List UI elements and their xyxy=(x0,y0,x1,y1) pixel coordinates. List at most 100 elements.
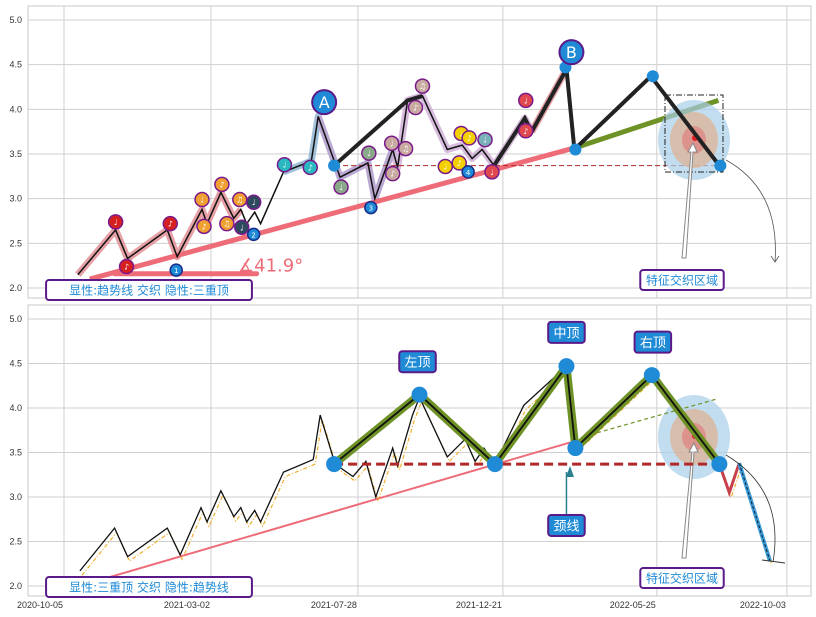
big-swing xyxy=(332,93,424,168)
y-tick-label: 3.0 xyxy=(9,492,22,502)
pattern-dot xyxy=(567,440,584,457)
zone-label: 特征交织区域 xyxy=(646,571,718,586)
pattern-label: 左顶 xyxy=(405,356,431,371)
note-marker-glyph: ♩ xyxy=(459,129,463,138)
parallel-line xyxy=(590,398,717,436)
zone-label-box xyxy=(639,567,725,589)
pattern-label-box xyxy=(633,330,673,354)
note-marker-glyph: ♩ xyxy=(240,223,244,232)
note-marker xyxy=(364,200,378,215)
x-tick-label: 2020-10-05 xyxy=(17,600,63,610)
note-marker xyxy=(484,164,500,180)
note-marker-glyph: ♫ xyxy=(402,145,409,154)
zone-label: 特征交织区域 xyxy=(646,273,718,288)
pattern-dot xyxy=(486,456,503,473)
breakdown-zigzag xyxy=(717,462,741,498)
note-marker-glyph: ♪ xyxy=(457,159,462,168)
pattern-label-box xyxy=(547,320,586,344)
note-marker xyxy=(414,78,431,94)
projection-dashed xyxy=(738,463,771,562)
note-marker xyxy=(451,155,467,171)
note-marker-glyph: ♩ xyxy=(390,139,394,148)
zone-arrow xyxy=(681,441,699,559)
x-tick-label: 2022-05-25 xyxy=(610,600,656,610)
note-marker xyxy=(246,227,261,242)
legend-box: 显性:三重顶 交织 隐性:趋势线 xyxy=(69,580,229,595)
zone-box xyxy=(664,94,724,173)
note-marker xyxy=(233,219,250,236)
point-label-B: B xyxy=(566,43,577,62)
note-marker xyxy=(407,99,424,116)
note-marker xyxy=(245,194,262,210)
note-marker-glyph: 4 xyxy=(466,169,471,177)
point-label-circle xyxy=(311,89,338,116)
note-marker-glyph: 1 xyxy=(174,267,178,275)
note-marker xyxy=(276,156,293,173)
bottom-panel: 5.0 4.5 4.0 3.5 3.0 2.5 2.0 2020-10-05 2021-03-0… xyxy=(9,304,812,610)
pattern-label-box xyxy=(398,350,437,374)
neckline-arrow-head xyxy=(566,466,574,477)
note-marker xyxy=(361,145,377,161)
swing-dot xyxy=(714,159,727,172)
pattern-dot xyxy=(326,456,343,473)
note-marker-glyph: ♩ xyxy=(524,96,528,105)
note-marker xyxy=(517,123,534,139)
note-marker-glyph: ♩ xyxy=(483,136,487,145)
swing-dot xyxy=(646,70,659,83)
note-marker-glyph: ♩ xyxy=(443,163,447,172)
note-marker xyxy=(302,159,319,176)
note-marker xyxy=(461,130,477,146)
note-marker xyxy=(517,92,534,109)
curved-arrow xyxy=(725,454,776,563)
note-marker xyxy=(219,215,235,232)
note-marker-glyph: ♩ xyxy=(114,218,118,227)
curved-arrow xyxy=(725,159,776,263)
y-tick-label: 2.0 xyxy=(9,581,22,591)
pattern-dot xyxy=(558,358,575,375)
note-marker-glyph: ♩ xyxy=(367,149,371,158)
y-tick-label: 5.0 xyxy=(9,314,22,324)
note-marker-glyph: ♩ xyxy=(339,183,343,192)
zone-label-box xyxy=(639,269,725,291)
top-panel: 5.0 4.5 4.0 3.5 3.0 2.5 2.0 ∡41.9° ♩ ♪ ♪ 1 ♩ ♪ ♪ ♫ ♫ ♩ ♩ 2 ♩… xyxy=(9,5,812,301)
x-tick-label: 2021-03-02 xyxy=(164,600,210,610)
y-tick-label: 2.0 xyxy=(9,283,22,293)
note-marker xyxy=(214,176,230,193)
note-marker-glyph: ♪ xyxy=(201,222,206,231)
swing-dot xyxy=(328,159,341,172)
legend-box-box xyxy=(45,576,253,598)
note-marker xyxy=(461,165,475,179)
note-marker-glyph: ♩ xyxy=(252,198,256,207)
pattern-dot xyxy=(711,456,728,473)
note-marker-glyph: ♩ xyxy=(200,196,204,205)
x-tick-label: 2021-07-28 xyxy=(311,600,357,610)
pattern-dot xyxy=(411,386,428,403)
pattern-label: 颈线 xyxy=(553,519,579,534)
y-tick-label: 4.0 xyxy=(9,403,22,413)
target-bracket xyxy=(761,559,786,564)
note-marker-glyph: 2 xyxy=(251,231,255,239)
note-marker xyxy=(333,179,349,195)
note-marker-glyph: ♪ xyxy=(523,127,528,136)
note-marker-glyph: 3 xyxy=(369,205,373,213)
y-tick-label: 3.5 xyxy=(9,448,22,458)
note-marker xyxy=(162,215,179,232)
y-tick-label: 2.5 xyxy=(9,537,22,547)
note-marker-glyph: ♫ xyxy=(236,196,243,205)
note-marker xyxy=(397,140,414,157)
note-marker xyxy=(194,191,210,208)
note-marker xyxy=(437,158,454,175)
note-marker-glyph: ♪ xyxy=(168,220,173,229)
angle-label: ∡41.9° xyxy=(238,256,303,277)
note-marker xyxy=(107,214,124,230)
y-tick-label: 2.5 xyxy=(9,238,22,248)
note-marker-glyph: ♫ xyxy=(223,220,230,229)
swing-dot xyxy=(569,143,582,156)
y-tick-label: 3.5 xyxy=(9,149,22,159)
note-marker xyxy=(477,131,493,148)
note-marker-glyph: ♩ xyxy=(283,161,287,170)
x-tick-label: 2021-12-21 xyxy=(456,600,502,610)
note-marker xyxy=(384,165,401,182)
curved-arrow-head xyxy=(770,255,780,263)
